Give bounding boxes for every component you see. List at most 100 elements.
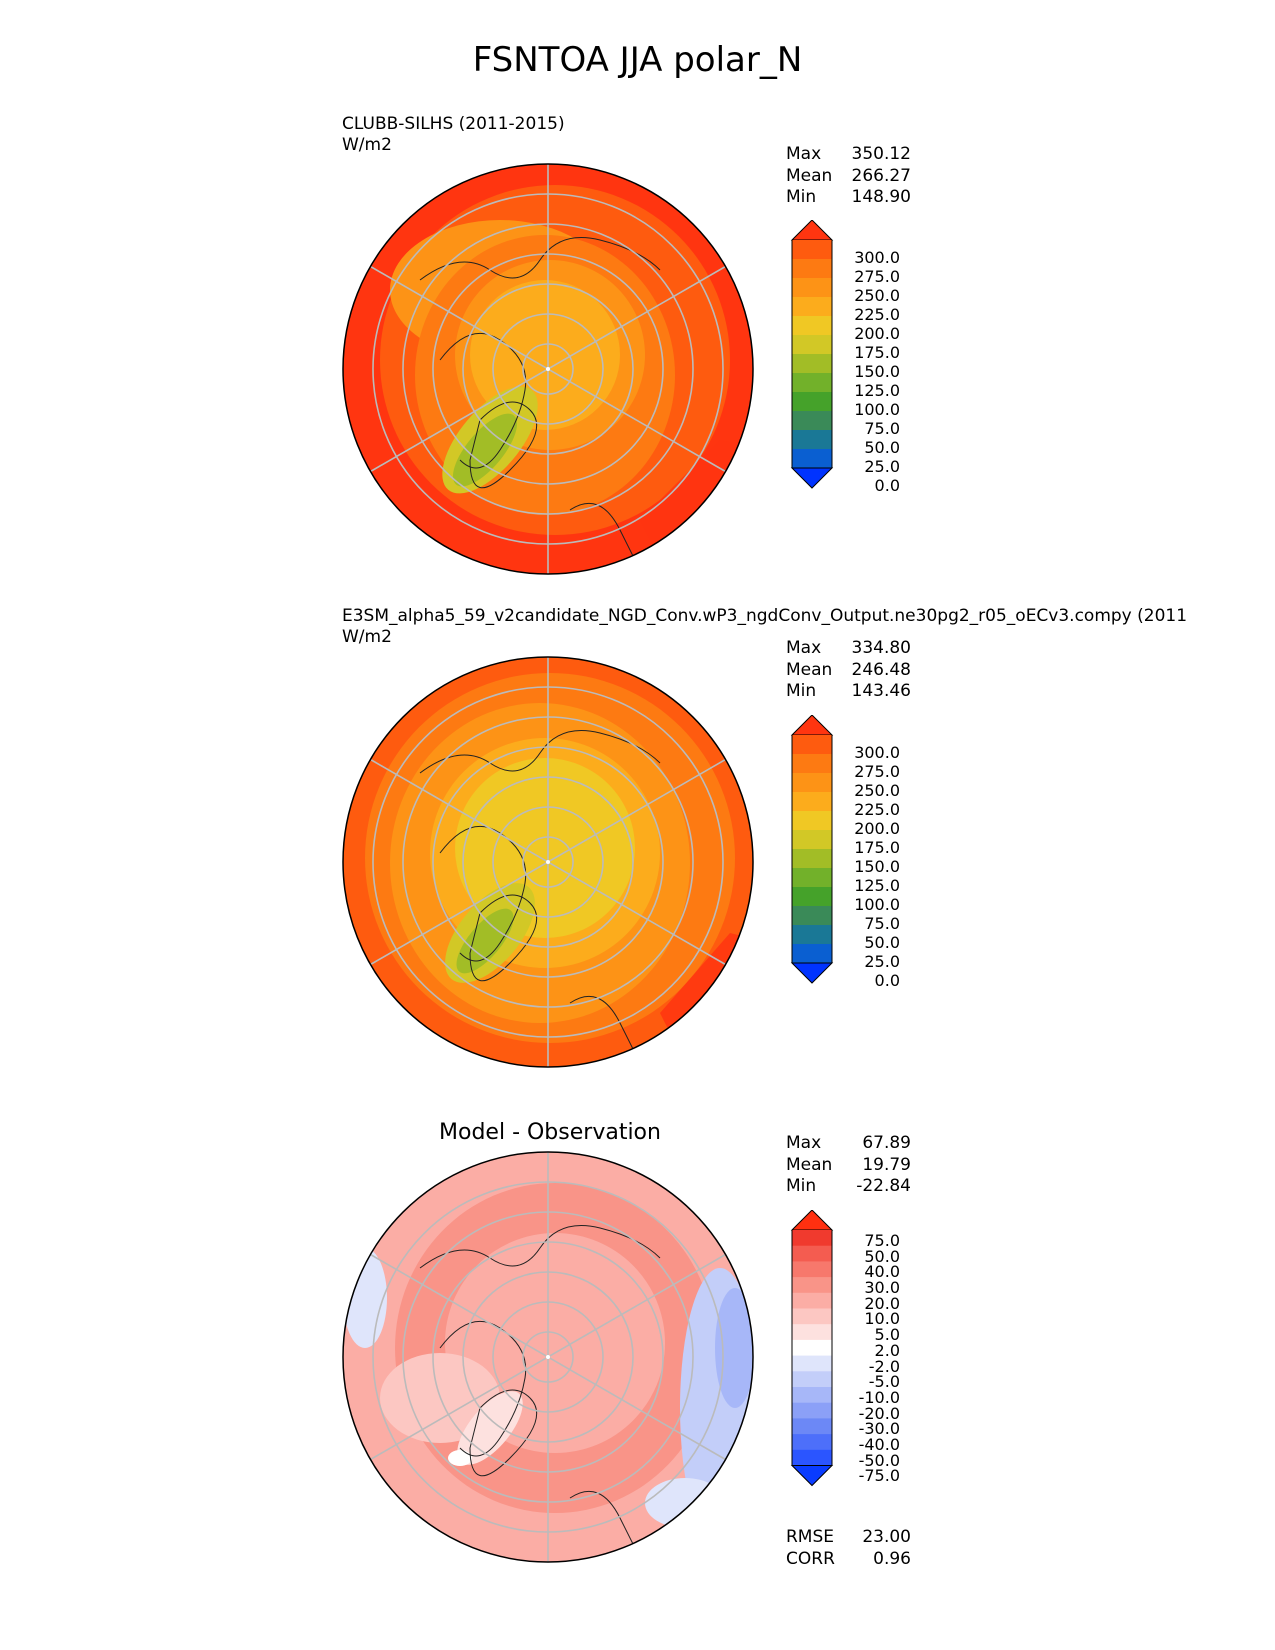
colorbar-bins (790, 220, 834, 489)
colorbar-bins (790, 715, 834, 984)
stat-max: Max 334.80 (786, 638, 911, 658)
colorbar-tick-label: 175.0 (854, 838, 900, 857)
panel-2-colorbar-ticks: 300.0 275.0 250.0 225.0 200.0 175.0 150.0 125.0… (840, 743, 900, 990)
stat-mean: Mean 246.48 (786, 659, 911, 680)
colorbar-tick-label: 2.0 (874, 1340, 900, 1360)
colorbar-tick-label: 25.0 (864, 952, 900, 971)
colorbar-bin (792, 773, 832, 793)
colorbar-bin (792, 830, 832, 850)
colorbar-bin (792, 849, 832, 869)
colorbar-bin (792, 1402, 832, 1419)
colorbar-bin (792, 259, 832, 279)
colorbar-tick-label: 300.0 (854, 743, 900, 762)
colorbar-bin (792, 316, 832, 336)
colorbar-bin (792, 1324, 832, 1341)
colorbar-tick-label: 0.0 (874, 476, 900, 495)
colorbar-bin (792, 1308, 832, 1325)
colorbar-tick-label: 50.0 (864, 933, 900, 952)
colorbar-bin (792, 868, 832, 888)
stat-mean: Mean 19.79 (786, 1154, 911, 1175)
colorbar-tick-label: 50.0 (864, 438, 900, 457)
panel-3-colorbar-ticks: 75.0 50.0 40.0 30.0 20.0 10.0 5.0 2.0 -2.0 -5.0 -1… (840, 1233, 900, 1484)
colorbar-bin (792, 278, 832, 298)
colorbar-bin (792, 1261, 832, 1278)
colorbar-tick-label: 10.0 (864, 1309, 900, 1329)
colorbar-bin (792, 411, 832, 431)
colorbar-bin (792, 1434, 832, 1451)
colorbar-tick-label: 200.0 (854, 819, 900, 838)
stat-min: Min 148.90 (786, 187, 911, 207)
colorbar-bin (792, 240, 832, 260)
colorbar-tick-label: 275.0 (854, 267, 900, 286)
panel-2-polar-map (342, 656, 754, 1068)
colorbar-extend-max (790, 1210, 834, 1231)
panel-2-colorbar (790, 715, 834, 984)
colorbar-bin (792, 392, 832, 412)
panel-3-polar-map (342, 1151, 754, 1563)
colorbar-tick-label: 275.0 (854, 762, 900, 781)
colorbar-bin (792, 1449, 832, 1466)
panel-1-colorbar-ticks: 300.0 275.0 250.0 225.0 200.0 175.0 150.0 125.0… (840, 248, 900, 495)
colorbar-bin (792, 430, 832, 450)
colorbar-bin (792, 373, 832, 393)
colorbar-bin (792, 1371, 832, 1388)
panel-3-metrics: RMSE 23.00 CORR 0.96 (786, 1527, 911, 1570)
panel-2-subtitle: E3SM_alpha5_59_v2candidate_NGD_Conv.wP3_… (342, 606, 1188, 626)
colorbar-tick-label: -20.0 (858, 1403, 900, 1423)
colorbar-bin (792, 1230, 832, 1247)
colorbar-bin (792, 1418, 832, 1435)
colorbar-extend-max (790, 715, 834, 736)
colorbar-bin (792, 811, 832, 831)
colorbar-tick-label: -10.0 (858, 1387, 900, 1407)
colorbar-tick-label: 150.0 (854, 362, 900, 381)
panel-1-colorbar (790, 220, 834, 489)
colorbar-bin (792, 335, 832, 355)
colorbar-bin (792, 944, 832, 964)
colorbar-bin (792, 297, 832, 317)
stat-mean: Mean 266.27 (786, 165, 911, 186)
colorbar-tick-label: 225.0 (854, 800, 900, 819)
panel-1-stats: Max 350.12 Mean 266.27 Min 148.90 (786, 144, 911, 209)
colorbar-tick-label: 100.0 (854, 895, 900, 914)
metric-corr: CORR 0.96 (786, 1548, 911, 1569)
colorbar-bin (792, 354, 832, 374)
colorbar-tick-label: -75.0 (858, 1466, 900, 1486)
colorbar-tick-label: -50.0 (858, 1450, 900, 1470)
colorbar-tick-label: 250.0 (854, 781, 900, 800)
panel-2-stats: Max 334.80 Mean 246.48 Min 143.46 (786, 638, 911, 703)
stat-min: Min -22.84 (786, 1176, 911, 1196)
colorbar-tick-label: 25.0 (864, 457, 900, 476)
colorbar-bin (792, 735, 832, 755)
colorbar-tick-label: -5.0 (868, 1372, 900, 1392)
colorbar-tick-label: 75.0 (864, 1231, 900, 1250)
figure-title: FSNTOA JJA polar_N (472, 40, 803, 80)
colorbar-bin (792, 906, 832, 926)
colorbar-bin (792, 1292, 832, 1309)
colorbar-bin (792, 449, 832, 469)
panel-2-units: W/m2 (342, 627, 392, 647)
colorbar-extend-min (790, 962, 834, 984)
colorbar-tick-label: 20.0 (864, 1293, 900, 1313)
colorbar-tick-label: 50.0 (864, 1246, 900, 1266)
panel-3-stats: Max 67.89 Mean 19.79 Min -22.84 (786, 1133, 911, 1198)
colorbar-bin (792, 754, 832, 774)
colorbar-tick-label: 5.0 (874, 1325, 900, 1345)
colorbar-tick-label: 0.0 (874, 971, 900, 990)
colorbar-tick-label: -2.0 (868, 1356, 900, 1376)
colorbar-tick-label: -30.0 (858, 1419, 900, 1439)
colorbar-bin (792, 925, 832, 945)
metric-rmse: RMSE 23.00 (786, 1527, 911, 1547)
colorbar-bin (792, 1277, 832, 1294)
colorbar-bin (792, 1339, 832, 1357)
colorbar-tick-label: 30.0 (864, 1278, 900, 1298)
colorbar-extend-min (790, 1465, 834, 1487)
stat-max: Max 350.12 (786, 144, 911, 164)
colorbar-tick-label: 225.0 (854, 305, 900, 324)
colorbar-bins (790, 1210, 834, 1487)
colorbar-bin (792, 887, 832, 907)
colorbar-bin (792, 792, 832, 812)
colorbar-tick-label: -40.0 (858, 1434, 900, 1454)
colorbar-extend-min (790, 467, 834, 489)
colorbar-tick-label: 300.0 (854, 248, 900, 267)
colorbar-tick-label: 125.0 (854, 876, 900, 895)
